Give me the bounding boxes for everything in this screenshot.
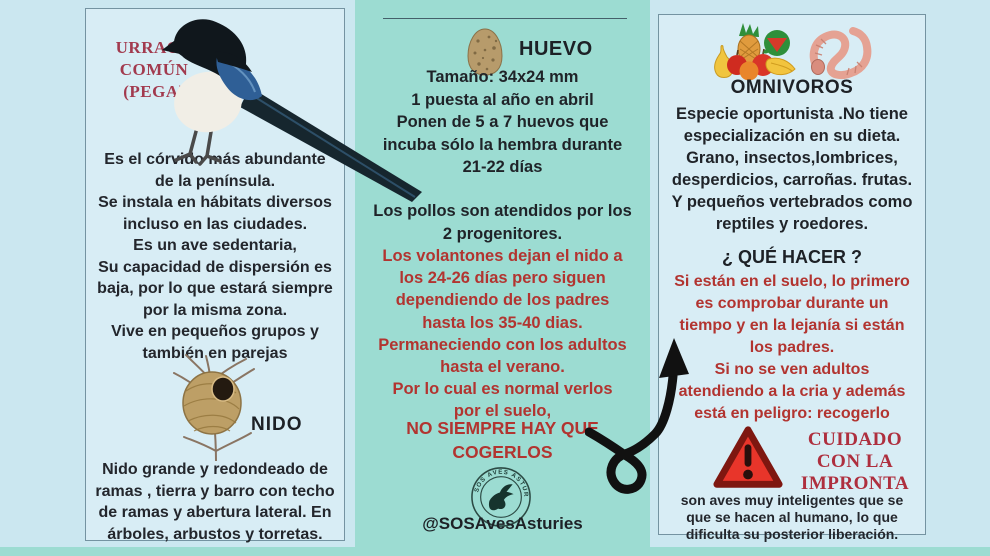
fledglings-warning: Los volantones dejan el nido a los 24-26…: [378, 247, 627, 421]
egg-icon: [463, 26, 507, 78]
impronta-description: son aves muy inteligentes que se que se …: [680, 492, 904, 542]
impronta-heading: CUIDADO CON LA IMPRONTA: [800, 429, 910, 494]
fruits-icon: [707, 21, 799, 83]
no-cogerlos-text: NO SIEMPRE HAY QUE COGERLOS: [406, 418, 599, 462]
nido-heading: NIDO: [251, 414, 303, 435]
omnivoros-heading: OMNIVOROS: [730, 77, 854, 98]
middle-card: HUEVO Tamaño: 34x24 mm 1 puesta al año e…: [355, 0, 650, 556]
bottom-teal-strip: [0, 547, 990, 556]
warning-triangle-icon: [711, 423, 785, 493]
stamp-bird-icon: [488, 491, 514, 511]
chicks-text: Los pollos son atendidos por los 2 proge…: [373, 202, 632, 243]
curly-arrow-icon: [585, 330, 700, 505]
egg-details: Tamaño: 34x24 mm 1 puesta al año en abri…: [382, 68, 623, 176]
magpie-image: [160, 12, 430, 202]
diet-description: Especie oportunista .No tiene especializ…: [671, 105, 913, 233]
worm-icon: [807, 23, 879, 81]
stamp-logo: SOS AVES ASTURIES: [470, 466, 532, 528]
huevo-heading: HUEVO: [519, 38, 593, 60]
nest-description: Nido grande y redondeado de ramas , tier…: [95, 461, 335, 543]
que-hacer-instructions: Si están en el suelo, lo primero es comp…: [674, 273, 910, 422]
nest-image: [146, 351, 286, 461]
que-hacer-heading: ¿ QUÉ HACER ?: [721, 247, 862, 267]
top-divider-line: [383, 18, 627, 19]
social-handle: @SOSAvesAsturies: [422, 514, 583, 533]
species-description: Es el córvido más abundante de la peníns…: [97, 151, 333, 362]
right-card: OMNIVOROS Especie oportunista .No tiene …: [658, 14, 926, 542]
